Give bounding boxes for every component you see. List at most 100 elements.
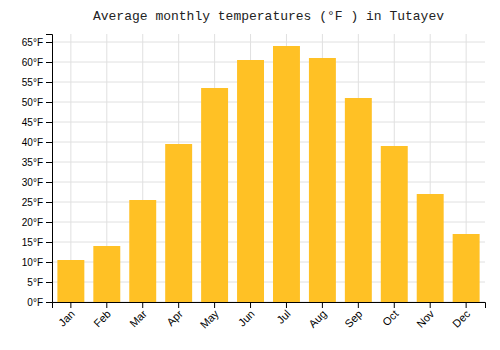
x-tick-mark (394, 302, 395, 308)
y-tick: 30°F (22, 177, 52, 188)
bar (273, 46, 300, 302)
x-tick-label: Oct (380, 308, 401, 329)
y-tick-mark (46, 302, 52, 303)
plot: Jan Feb Mar Apr May Jun Jul Aug Sep Oct Nov Dec 0°F 5… (22, 34, 486, 331)
y-tick-mark (46, 122, 52, 123)
y-tick-label: 35°F (22, 157, 43, 168)
x-tick-mark (430, 302, 431, 308)
x-tick-label: Aug (306, 308, 328, 330)
y-tick-label: 10°F (22, 257, 43, 268)
y-tick: 5°F (27, 277, 52, 288)
y-grid-line (52, 142, 485, 143)
x-axis: Jan Feb Mar Apr May Jun Jul Aug Sep Oct Nov Dec (53, 302, 486, 331)
y-grid-line (52, 122, 485, 123)
x-tick-label: Nov (414, 307, 437, 330)
bar (129, 200, 156, 302)
bar (381, 146, 408, 302)
x-tick-mark (214, 302, 215, 308)
x-axis-line (53, 303, 486, 309)
y-grid-line (52, 62, 485, 63)
y-tick: 45°F (22, 117, 52, 128)
y-tick: 35°F (22, 157, 52, 168)
grid (52, 34, 485, 302)
x-tick-label: Dec (450, 307, 473, 330)
x-tick: Aug (306, 302, 328, 330)
y-tick-label: 40°F (22, 137, 43, 148)
y-tick-mark (46, 182, 52, 183)
y-tick: 15°F (22, 237, 52, 248)
x-tick: May (198, 302, 222, 331)
y-tick-label: 45°F (22, 117, 43, 128)
y-axis-line (46, 35, 53, 303)
y-tick-label: 65°F (22, 37, 43, 48)
y-tick-mark (46, 282, 52, 283)
y-tick-label: 20°F (22, 217, 43, 228)
y-tick-label: 25°F (22, 197, 43, 208)
bar (345, 98, 372, 302)
x-tick-label: May (198, 307, 222, 331)
x-tick: Jun (236, 302, 257, 329)
x-tick: Mar (127, 302, 149, 329)
y-grid-line (52, 182, 485, 183)
x-tick-mark (178, 302, 179, 308)
x-tick-mark (322, 302, 323, 308)
x-tick: Jan (56, 302, 77, 329)
y-tick: 25°F (22, 197, 52, 208)
y-grid-line (52, 162, 485, 163)
chart: Jan Feb Mar Apr May Jun Jul Aug Sep Oct Nov Dec 0°F 5… (0, 0, 500, 350)
bar (201, 88, 228, 302)
x-tick-label: Jan (56, 308, 77, 329)
x-tick-mark (466, 302, 467, 308)
y-tick: 40°F (22, 137, 52, 148)
bar (93, 246, 120, 302)
y-tick: 65°F (22, 37, 52, 48)
y-tick: 20°F (22, 217, 52, 228)
y-grid-line (52, 102, 485, 103)
y-tick-label: 50°F (22, 97, 43, 108)
y-tick: 60°F (22, 57, 52, 68)
y-tick-label: 30°F (22, 177, 43, 188)
y-grid-line (52, 42, 485, 43)
y-tick-label: 5°F (27, 277, 43, 288)
y-tick-mark (46, 162, 52, 163)
x-tick-label: Mar (127, 307, 149, 329)
bar (309, 58, 336, 302)
x-tick-mark (358, 302, 359, 308)
x-tick: Jul (274, 302, 292, 326)
bar (237, 60, 264, 302)
x-tick-label: Sep (342, 308, 364, 330)
x-tick: Nov (414, 302, 437, 330)
x-tick-mark (250, 302, 251, 308)
y-tick-mark (46, 62, 52, 63)
y-tick: 0°F (27, 297, 52, 308)
y-tick: 55°F (22, 77, 52, 88)
x-tick: Apr (164, 302, 185, 328)
bars (57, 46, 479, 302)
bar (165, 144, 192, 302)
x-tick-mark (286, 302, 287, 308)
x-tick: Sep (342, 302, 364, 330)
y-tick-mark (46, 42, 52, 43)
y-tick-mark (46, 142, 52, 143)
y-tick-label: 55°F (22, 77, 43, 88)
x-tick-mark (70, 302, 71, 308)
y-tick-mark (46, 222, 52, 223)
x-tick-label: Feb (91, 308, 113, 330)
x-tick: Dec (450, 302, 473, 330)
y-tick-label: 60°F (22, 57, 43, 68)
title: Average monthly temperatures (°F ) in Tu… (93, 9, 444, 24)
x-tick-mark (142, 302, 143, 308)
y-tick: 50°F (22, 97, 52, 108)
bar (453, 234, 480, 302)
y-tick-mark (46, 202, 52, 203)
y-tick-label: 0°F (27, 297, 43, 308)
y-tick-mark (46, 262, 52, 263)
y-tick: 10°F (22, 257, 52, 268)
y-tick-mark (46, 82, 52, 83)
x-tick: Oct (380, 302, 401, 328)
bar (57, 260, 84, 302)
x-tick-label: Jun (236, 308, 257, 329)
y-tick-label: 15°F (22, 237, 43, 248)
y-tick-mark (46, 242, 52, 243)
x-tick-label: Jul (274, 308, 292, 326)
